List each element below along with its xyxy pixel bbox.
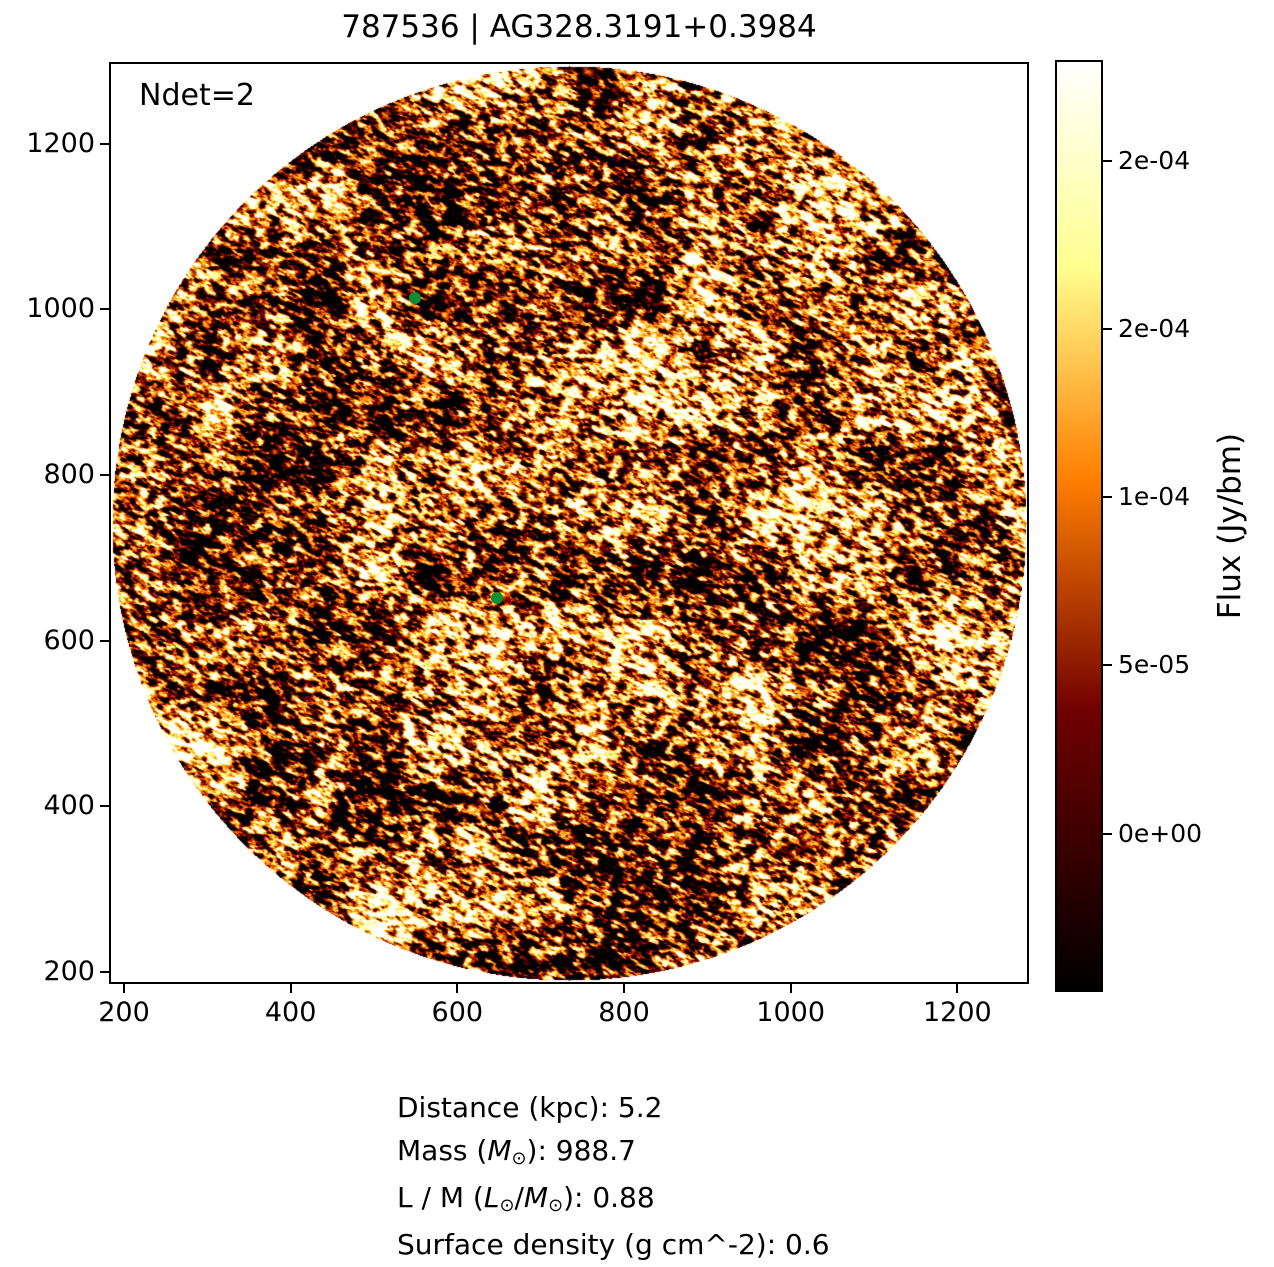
y-tick-label: 200: [43, 955, 95, 987]
flux-map-canvas: [111, 64, 1027, 982]
x-tick-label: 600: [431, 997, 484, 1028]
colorbar-tick-mark: [1103, 159, 1112, 162]
colorbar-tick-mark: [1103, 664, 1112, 667]
colorbar-tick-label: 2e-04: [1118, 145, 1191, 175]
ndet-annotation: Ndet=2: [139, 78, 255, 113]
detection-marker: [408, 291, 421, 304]
stats-text-segment: Mass (: [397, 1134, 488, 1167]
colorbar-tick-label: 0e+00: [1118, 818, 1203, 848]
y-tick-mark: [100, 142, 109, 145]
x-tick-label: 1200: [922, 997, 992, 1028]
x-tick-mark: [123, 984, 125, 993]
y-tick-mark: [100, 639, 109, 642]
colorbar: [1055, 60, 1103, 992]
y-tick-mark: [100, 473, 109, 476]
stats-text-segment: ): 0.88: [563, 1181, 655, 1214]
stats-text-segment: ): 988.7: [526, 1134, 636, 1167]
stats-text-segment: ⊙: [511, 1147, 527, 1169]
x-tick-mark: [623, 984, 625, 993]
stats-footer: Distance (kpc): 5.2 Mass (M⊙): 988.7 L / M…: [397, 1086, 830, 1266]
x-tick-mark: [456, 984, 459, 993]
x-tick-mark: [956, 984, 959, 993]
stats-line: Surface density (g cm^-2): 0.6: [397, 1223, 830, 1266]
stats-text-segment: L: [483, 1181, 500, 1214]
stats-text-segment: L / M (: [397, 1181, 484, 1214]
y-tick-mark: [100, 308, 109, 311]
colorbar-tick-mark: [1103, 496, 1112, 499]
stats-text-segment: M: [487, 1134, 512, 1167]
x-tick-mark: [289, 984, 292, 993]
x-tick-label: 1000: [756, 997, 826, 1028]
y-tick-label: 400: [43, 790, 95, 822]
colorbar-tick-mark: [1103, 327, 1112, 330]
colorbar-axis-label: Flux (Jy/bm): [1212, 432, 1248, 620]
stats-text-segment: /: [514, 1181, 524, 1214]
y-tick-label: 800: [43, 458, 95, 490]
y-tick-mark: [100, 970, 109, 973]
y-tick-label: 600: [43, 624, 95, 656]
stats-line: Distance (kpc): 5.2: [397, 1086, 830, 1129]
y-tick-label: 1200: [26, 127, 95, 159]
x-tick-label: 800: [598, 997, 650, 1028]
plot-title: 787536 | AG328.3191+0.3984: [341, 9, 817, 45]
colorbar-tick-label: 5e-05: [1118, 650, 1191, 680]
colorbar-tick-label: 1e-04: [1118, 482, 1191, 512]
stats-text-segment: M: [523, 1181, 549, 1214]
stats-text-segment: Surface density (g cm^-2): 0.6: [397, 1228, 830, 1261]
y-tick-mark: [100, 805, 109, 808]
detection-marker: [491, 592, 504, 605]
stats-line: L / M (L⊙/M⊙): 0.88: [397, 1176, 830, 1223]
colorbar-tick-label: 2e-04: [1118, 313, 1191, 343]
x-tick-mark: [789, 984, 792, 993]
x-tick-label: 400: [264, 997, 317, 1028]
stats-text-segment: Distance (kpc): 5.2: [397, 1091, 663, 1124]
colorbar-tick-mark: [1103, 832, 1112, 835]
stats-text-segment: ⊙: [548, 1194, 564, 1216]
stats-text-segment: ⊙: [499, 1194, 515, 1216]
y-tick-label: 1000: [26, 293, 95, 325]
stats-line: Mass (M⊙): 988.7: [397, 1129, 830, 1176]
x-tick-label: 200: [98, 997, 150, 1028]
